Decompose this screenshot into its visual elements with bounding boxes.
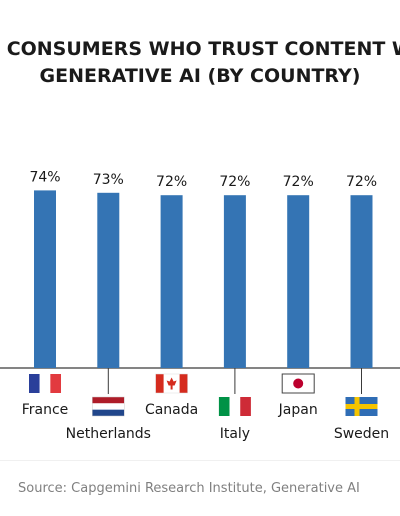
flag-italy-icon (218, 397, 251, 416)
category-label-japan: Japan (278, 402, 318, 418)
bar-sweden (350, 195, 373, 368)
bar-canada (160, 195, 183, 368)
value-label-japan: 72% (283, 174, 314, 190)
category-label-canada: Canada (145, 402, 198, 418)
flag-netherlands-icon (92, 396, 125, 417)
footer-divider (0, 460, 400, 461)
bar-netherlands (97, 192, 120, 368)
chart-title-line-2: GENERATIVE AI (BY COUNTRY) (39, 65, 361, 87)
value-label-italy: 72% (219, 174, 250, 190)
value-label-sweden: 72% (346, 174, 377, 190)
value-label-france: 74% (29, 169, 60, 185)
flag-france-icon (29, 374, 61, 393)
flag-sweden-icon (345, 397, 378, 416)
bar-japan (287, 195, 310, 368)
category-label-netherlands: Netherlands (66, 426, 151, 442)
chart-title-line-1: F CONSUMERS WHO TRUST CONTENT W (0, 38, 400, 60)
source-note: Source: Capgemini Research Institute, Ge… (18, 481, 360, 496)
bar-france (34, 190, 56, 368)
bar-italy (223, 195, 246, 368)
flag-japan-icon (281, 373, 315, 394)
category-label-sweden: Sweden (334, 426, 389, 442)
value-label-netherlands: 73% (93, 172, 124, 188)
value-label-canada: 72% (156, 174, 187, 190)
category-label-france: France (22, 402, 69, 418)
category-label-italy: Italy (220, 426, 250, 442)
flag-canada-icon (155, 373, 188, 394)
